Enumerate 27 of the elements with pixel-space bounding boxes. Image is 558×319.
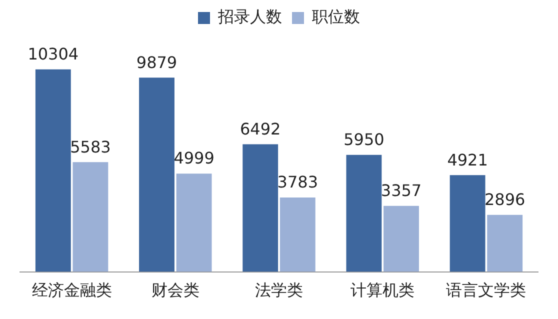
x-tick-label: 语言文学类 [446,280,526,300]
x-tick-label: 法学类 [255,280,303,300]
bar [72,162,108,272]
bar [450,175,486,272]
data-label: 4921 [447,150,488,170]
bar [487,214,523,272]
data-label: 9879 [136,52,178,72]
bar [139,78,174,272]
data-label: 10304 [28,44,79,64]
bar [280,197,316,272]
data-label: 3783 [277,172,318,192]
bar [346,154,382,272]
x-tick-label: 财会类 [151,280,200,300]
x-tick-label: 计算机类 [350,280,415,300]
bar [176,174,212,272]
legend-label: 职位数 [312,7,360,26]
data-label: 2896 [484,190,526,210]
bar [242,144,278,272]
bar [384,206,419,272]
data-label: 4999 [174,148,214,168]
data-label: 6492 [240,119,281,138]
bar [35,69,71,272]
data-label: 5950 [344,130,384,150]
data-label: 5583 [70,137,111,156]
legend-label: 招录人数 [217,7,282,26]
x-tick-label: 经济金融类 [32,280,112,300]
data-label: 3357 [380,180,422,200]
